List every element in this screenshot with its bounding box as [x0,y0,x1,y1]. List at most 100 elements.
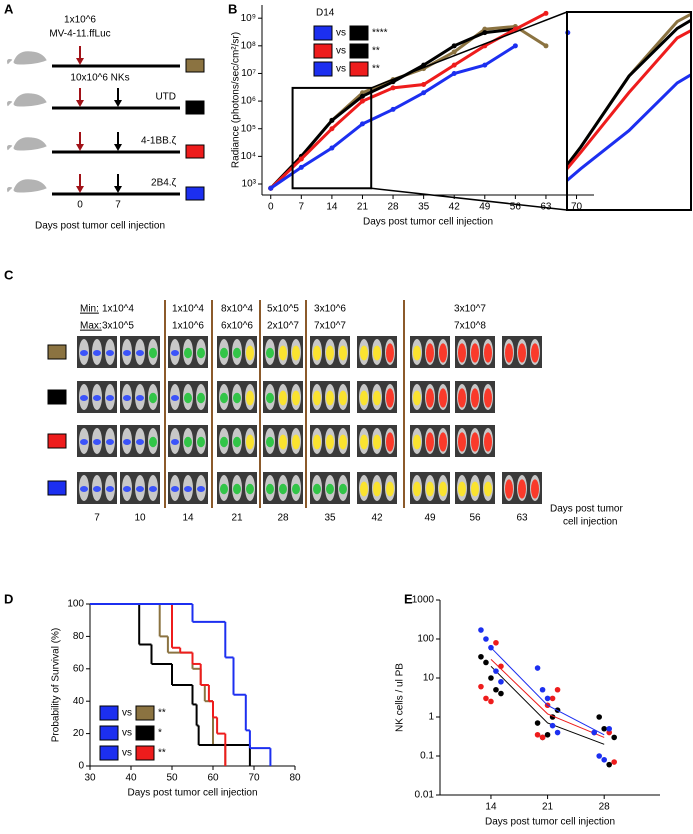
signal [123,350,131,356]
signal [471,481,479,497]
day-label: 42 [371,513,383,524]
signal [149,436,157,448]
x-label: Days post tumor cell injection [35,221,165,232]
signal [439,388,447,408]
signal [313,390,321,406]
signal [80,486,88,492]
mouse-icon [7,137,47,151]
data-point [611,734,617,741]
signal [220,347,228,359]
legend-swatch [99,705,119,721]
y-tick-label: 10⁶ [241,96,256,107]
day-label: 56 [469,513,481,524]
signal [246,390,254,406]
signal [505,343,513,363]
data-point [554,729,561,736]
signal [413,434,421,450]
x-tick-label: 14 [485,802,497,813]
row-label: UTD [155,92,176,103]
x-tick-label: 40 [125,773,137,784]
x-axis-title: Days post tumor cell injection [127,788,257,799]
data-point [544,695,551,702]
data-point [606,725,612,732]
group-swatch [47,389,67,405]
signal [484,388,492,408]
data-point [359,93,365,99]
signal [197,392,205,404]
legend-swatch [313,61,333,77]
signal [184,347,192,359]
inset-frame [566,11,692,211]
signal [413,345,421,361]
legend-vs: vs [122,708,132,719]
data-point [390,85,396,91]
data-point [421,81,427,87]
data-point [493,668,499,674]
data-point [498,690,504,697]
group-swatch [47,433,67,449]
x-label: cell injection [563,517,617,528]
y-tick-label: 100 [67,599,84,610]
signal [80,439,88,445]
data-point [544,731,551,738]
signal [439,343,447,363]
signal [531,479,539,499]
data-point [601,725,607,732]
data-point [606,761,612,768]
trend-line [490,659,605,738]
arrow-head [114,144,122,151]
data-point [498,663,504,670]
signal [136,486,144,492]
y-tick-label: 0 [78,761,84,772]
signal [171,395,179,401]
signal [458,388,466,408]
y-axis-title: Probability of Survival (%) [51,628,62,742]
panel-label: C [4,267,14,282]
signal [339,345,347,361]
row-label: 4-1BB.ζ [141,136,177,147]
x-tick-label: 60 [207,773,219,784]
mouse-icon [7,51,47,65]
signal [197,347,205,359]
signal [458,432,466,452]
y-axis-title: Radiance (photons/sec/cm²/sr) [231,32,242,168]
x-tick-label: 50 [166,773,178,784]
y-tick-label: 100 [417,634,434,645]
data-point [482,26,488,32]
signal [386,388,394,408]
signal [505,479,513,499]
x-axis-title: Days post tumor cell injection [485,817,615,828]
data-point [298,164,304,170]
signal [313,434,321,450]
signal [279,483,287,495]
y-axis-title: NK cells / ul PB [395,663,406,732]
signal [184,436,192,448]
y-tick-label: 60 [73,663,85,674]
signal [426,343,434,363]
data-point [512,43,518,49]
signal [93,439,101,445]
data-point [539,686,546,693]
group-swatch [185,144,205,159]
data-point [478,627,484,633]
signal [426,388,434,408]
signal [93,395,101,401]
data-point [451,62,457,68]
x-tick-label: 14 [326,202,338,213]
signal [518,479,526,499]
signal [439,432,447,452]
signal [484,432,492,452]
x-tick-label: 21 [357,202,369,213]
signal [360,481,368,497]
data-point [421,90,427,96]
y-tick-label: 10⁸ [241,40,256,51]
zoom-box [291,86,373,190]
signal [386,481,394,497]
signal [233,483,241,495]
signal [220,392,228,404]
signal [518,343,526,363]
signal [246,483,254,495]
day-label: 35 [324,513,336,524]
trend-line [490,665,605,745]
data-point [601,756,607,763]
